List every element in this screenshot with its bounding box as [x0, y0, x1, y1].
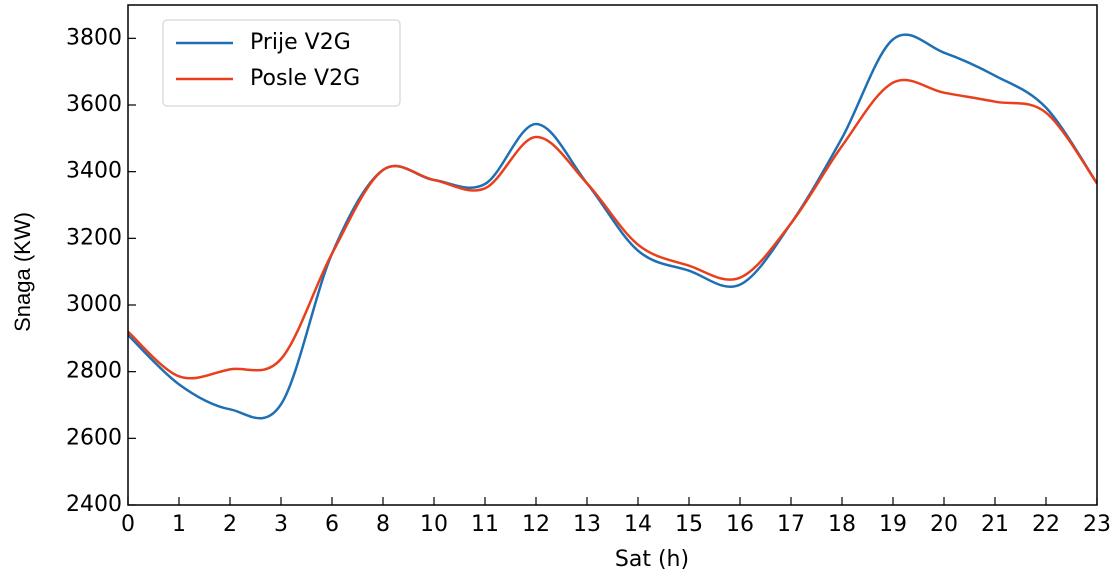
x-tick-label: 13	[573, 512, 601, 537]
y-tick-label: 3400	[66, 159, 122, 184]
y-tick-label: 2600	[66, 425, 122, 450]
x-tick-label: 0	[121, 512, 135, 537]
x-tick-label: 2	[223, 512, 237, 537]
x-tick-label: 14	[624, 512, 652, 537]
y-tick-label: 3200	[66, 225, 122, 250]
x-tick-label: 12	[522, 512, 550, 537]
x-tick-label: 11	[471, 512, 499, 537]
x-tick-label: 18	[828, 512, 856, 537]
y-tick-label: 3800	[66, 25, 122, 50]
y-tick-label: 2800	[66, 359, 122, 384]
y-axis-label: Snaga (KW)	[10, 212, 35, 332]
legend-box	[162, 19, 401, 107]
x-tick-label: 15	[675, 512, 703, 537]
x-tick-label: 23	[1083, 512, 1111, 537]
line	[127, 78, 1099, 380]
x-tick-label: 16	[726, 512, 754, 537]
y-tick-label: 3600	[66, 92, 122, 117]
x-tick-label: 22	[1032, 512, 1060, 537]
legend-label: Prije V2G	[250, 30, 351, 55]
y-tick-label: 3000	[66, 292, 122, 317]
x-tick-label: 17	[777, 512, 805, 537]
x-tick-label: 8	[376, 512, 390, 537]
y-tick-label: 2400	[66, 492, 122, 517]
x-tick-label: 3	[274, 512, 288, 537]
x-tick-label: 10	[420, 512, 448, 537]
x-tick-label: 1	[172, 512, 186, 537]
line	[127, 33, 1099, 420]
x-tick-label: 19	[879, 512, 907, 537]
x-axis-label: Sat (h)	[615, 547, 689, 572]
legend-label: Posle V2G	[250, 66, 360, 91]
plot-frame	[127, 4, 1098, 506]
x-tick-label: 6	[325, 512, 339, 537]
x-tick-label: 20	[930, 512, 958, 537]
x-tick-label: 21	[981, 512, 1009, 537]
